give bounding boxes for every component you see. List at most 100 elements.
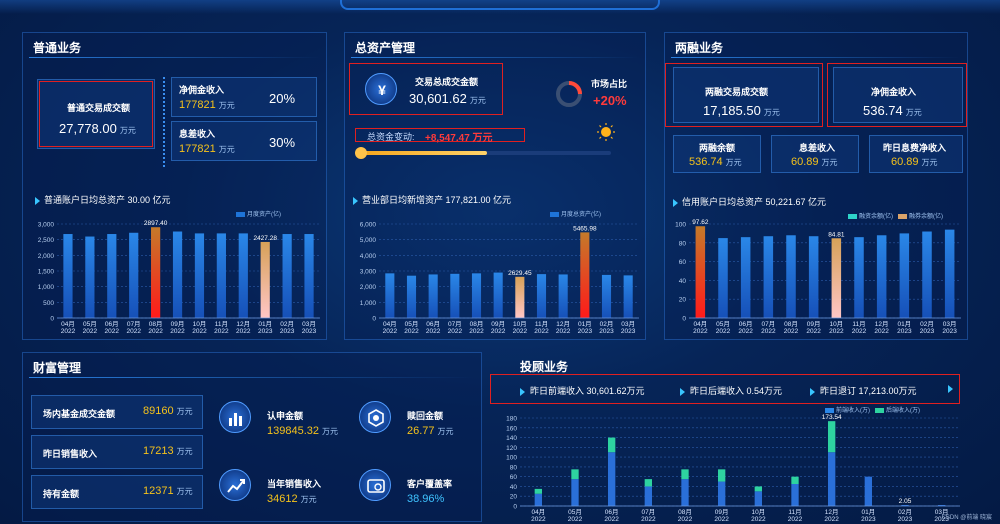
coverage-value: 38.96% [407,493,445,505]
highlight-box [490,374,960,404]
x-tick-label: 2022 [568,516,583,523]
bar [107,234,117,318]
advisory-income-chart: 02040608010012014016018004月202205月202206… [506,414,960,523]
bar [901,504,909,506]
x-tick-label: 08月 [678,508,692,516]
advisory-tab-back[interactable]: 昨日后端收入 0.54万元 [680,384,782,397]
wealth-row-value: 12371 万元 [143,485,193,497]
market-share-value: +20% [593,93,627,108]
y-tick-label: 1,000 [360,300,377,307]
margin-commission-card[interactable] [833,67,963,123]
bar [791,484,799,506]
bar [922,231,932,318]
wealth-row-sales[interactable] [31,435,203,469]
x-tick-label: 2022 [534,328,549,335]
asset-change-value: +8,547.47 万元 [425,133,493,144]
chart-title: 普通账户日均总资产 30.00 亿元 [35,193,171,206]
x-tick-label: 2023 [942,328,957,335]
x-tick-label: 10月 [513,320,527,328]
x-tick-label: 12月 [875,320,889,328]
advisory-tab-cancel[interactable]: 昨日退订 17,213.00万元 [810,384,917,397]
x-tick-label: 2022 [874,328,889,335]
redeem-label: 赎回金额 [407,411,444,421]
legend-label: 月度总资产(亿) [561,212,601,218]
x-tick-label: 2022 [170,328,185,335]
sun-icon [597,123,615,141]
interest-pct: 30% [269,135,296,150]
bar [763,236,774,318]
x-tick-label: 2023 [934,516,949,523]
x-tick-label: 2022 [716,328,731,335]
bar [828,452,836,506]
bar [63,234,73,318]
x-tick-label: 12月 [556,320,570,328]
highlight-box [355,128,525,142]
panel-title: 普通业务 [33,41,82,55]
x-tick-label: 04月 [383,320,397,328]
x-tick-label: 2022 [784,328,799,335]
bar [754,486,762,492]
general-trade-card[interactable] [37,79,155,149]
bar [864,476,872,506]
asset-trade-label: 交易总成交金额 [415,77,479,87]
x-tick-label: 2023 [578,328,593,335]
wealth-row-fund[interactable] [31,395,203,429]
y-tick-label: 1,000 [38,284,55,291]
wealth-row-label: 昨日销售收入 [43,449,98,459]
margin-trade-label: 两融交易成交额 [705,87,769,97]
credit-assets-chart: 02040608010004月202297.6205月202206月202207… [675,219,961,335]
wealth-row-holding[interactable] [31,475,203,509]
bar [608,452,616,506]
chart-title: 信用账户日均总资产 50,221.67 亿元 [673,195,826,208]
x-tick-label: 09月 [171,320,185,328]
chart-legend: 月度总资产(亿) [545,209,601,218]
panel-title: 投顾业务 [520,360,569,374]
x-tick-label: 2022 [448,328,463,335]
asset-change-label: 总资金变动: [367,132,415,142]
progress-handle[interactable] [355,147,367,159]
x-tick-label: 05月 [83,320,97,328]
legend-label-front: 前端收入(万) [836,408,870,414]
x-tick-label: 2022 [788,516,803,523]
bar [571,469,579,480]
panel-title: 两融业务 [675,41,724,55]
market-share-label: 市场占比 [591,79,628,89]
data-label: 2629.45 [508,270,532,277]
x-tick-label: 2022 [604,516,619,523]
x-tick-label: 11月 [215,320,228,328]
bar [129,232,139,318]
x-tick-label: 01月 [861,508,875,516]
subscribe-label: 认申金额 [267,411,304,421]
margin-interest-card[interactable] [771,135,859,173]
bar [695,226,706,318]
y-tick-label: 60 [510,474,518,481]
commission-card[interactable] [171,77,317,117]
y-tick-label: 160 [506,425,517,432]
y-tick-label: 40 [510,484,518,491]
bar [808,236,819,318]
margin-trade-card[interactable] [673,67,819,123]
x-tick-label: 05月 [405,320,419,328]
x-tick-label: 03月 [943,320,957,328]
x-tick-label: 07月 [448,320,462,328]
advisory-tab-front[interactable]: 昨日前端收入 30,601.62万元 [520,384,645,397]
y-tick-label: 2,500 [38,237,55,244]
year-sales-label: 当年销售收入 [267,479,322,489]
balance-card[interactable] [673,135,761,173]
general-trade-label: 普通交易成交额 [67,103,131,113]
x-tick-label: 2022 [693,328,708,335]
chart-title: 营业部日均新增资产 177,821.00 亿元 [353,193,511,206]
x-tick-label: 12月 [825,508,839,516]
legend-label-securities: 融券余额(亿) [909,214,943,220]
daily-fee-card[interactable] [869,135,963,173]
balance-value: 536.74 万元 [689,156,742,168]
advisory-panel: 投顾业务 昨日前端收入 30,601.62万元 昨日后端收入 0.54万元 昨日… [490,352,968,523]
bar [238,233,248,318]
interest-card[interactable] [171,121,317,161]
x-tick-label: 02月 [920,320,934,328]
x-tick-label: 08月 [149,320,163,328]
x-tick-label: 2022 [426,328,441,335]
next-arrow-icon[interactable] [948,385,953,393]
general-trade-value: 27,778.00 万元 [59,121,136,136]
x-tick-label: 07月 [761,320,775,328]
